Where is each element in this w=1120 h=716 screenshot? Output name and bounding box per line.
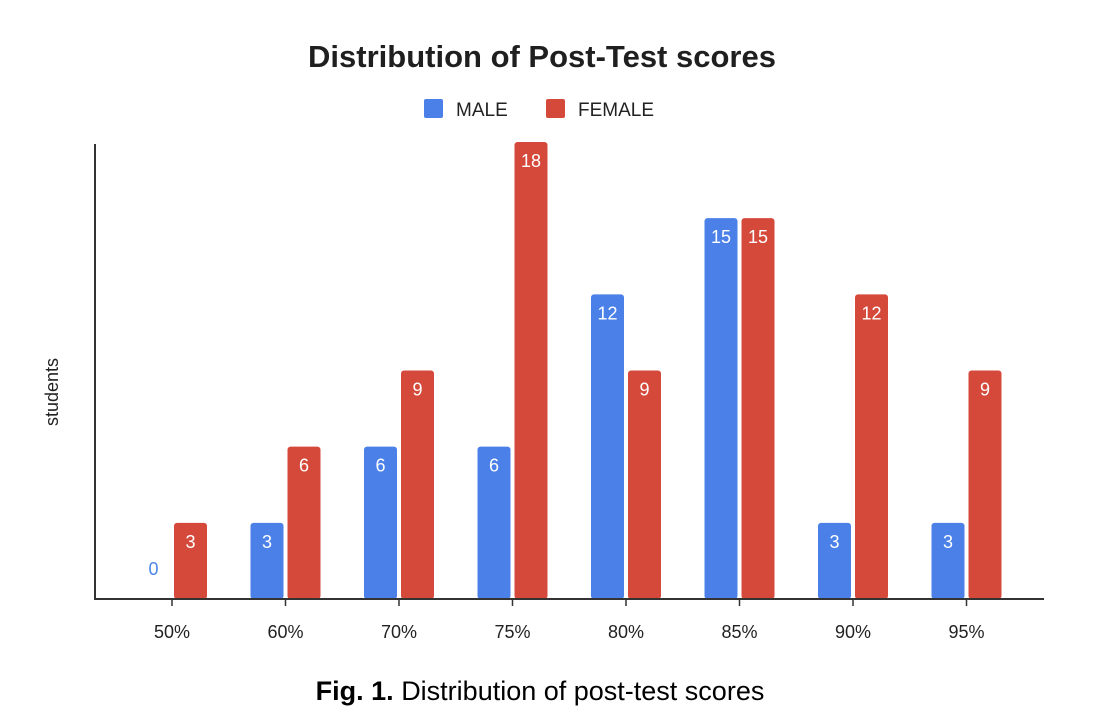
bar-female-75	[514, 142, 548, 599]
bars-group	[174, 142, 1002, 599]
legend-swatch-female	[546, 99, 565, 118]
x-tick-label-60: 60%	[267, 622, 303, 642]
legend: MALE FEMALE	[424, 99, 654, 121]
figure-caption-prefix: Fig. 1.	[316, 676, 394, 706]
bar-male-95	[931, 522, 965, 599]
bar-label-female-95: 9	[980, 380, 990, 400]
bar-male-90	[818, 522, 851, 599]
figure-caption-space	[394, 676, 402, 706]
bar-female-70	[401, 370, 434, 599]
legend-label-female: FEMALE	[578, 100, 654, 121]
x-tick-label-90: 90%	[835, 622, 871, 642]
y-axis-label: students	[42, 358, 62, 426]
bar-male-80	[591, 294, 624, 599]
bar-label-male-80: 12	[597, 303, 617, 323]
bar-male-75	[477, 446, 511, 599]
bar-male-60	[250, 522, 284, 599]
x-tick-label-80: 80%	[608, 622, 644, 642]
x-tick-label-95: 95%	[948, 622, 984, 642]
bar-label-male-60: 3	[262, 532, 272, 552]
bar-female-90	[855, 294, 888, 599]
bar-female-85	[741, 218, 775, 599]
bar-label-female-80: 9	[639, 380, 649, 400]
bar-label-female-75: 18	[521, 151, 541, 171]
bar-label-male-75: 6	[489, 456, 499, 476]
bar-label-female-50: 3	[185, 532, 195, 552]
bar-label-female-70: 9	[412, 380, 422, 400]
bar-male-85	[704, 218, 738, 599]
chart-title: Distribution of Post-Test scores	[308, 39, 776, 74]
bar-label-female-85: 15	[748, 227, 768, 247]
bar-female-60	[287, 446, 321, 599]
figure-caption: Fig. 1. Distribution of post-test scores	[316, 676, 765, 706]
x-tick-label-70: 70%	[381, 622, 417, 642]
x-tick-label-75: 75%	[494, 622, 530, 642]
legend-swatch-male	[424, 99, 443, 118]
bar-label-female-90: 12	[861, 303, 881, 323]
figure-caption-text: Distribution of post-test scores	[401, 676, 764, 706]
bar-labels-group: 0 3 3 6 6 9 6 18 12 9 15 15 3 12 3 9	[148, 151, 990, 579]
bar-female-50	[174, 522, 207, 599]
x-tick-label-50: 50%	[154, 622, 190, 642]
bar-female-95	[968, 370, 1002, 599]
bar-male-70	[364, 446, 397, 599]
x-ticks-group: 50% 60% 70% 75% 80% 85% 90% 95%	[154, 599, 985, 642]
bar-label-male-95: 3	[943, 532, 953, 552]
bar-label-male-85: 15	[711, 227, 731, 247]
bar-female-80	[628, 370, 661, 599]
bar-label-male-70: 6	[375, 456, 385, 476]
bar-label-male-50: 0	[148, 559, 158, 579]
bar-label-male-90: 3	[829, 532, 839, 552]
legend-label-male: MALE	[456, 100, 508, 121]
x-tick-label-85: 85%	[721, 622, 757, 642]
bar-label-female-60: 6	[299, 456, 309, 476]
